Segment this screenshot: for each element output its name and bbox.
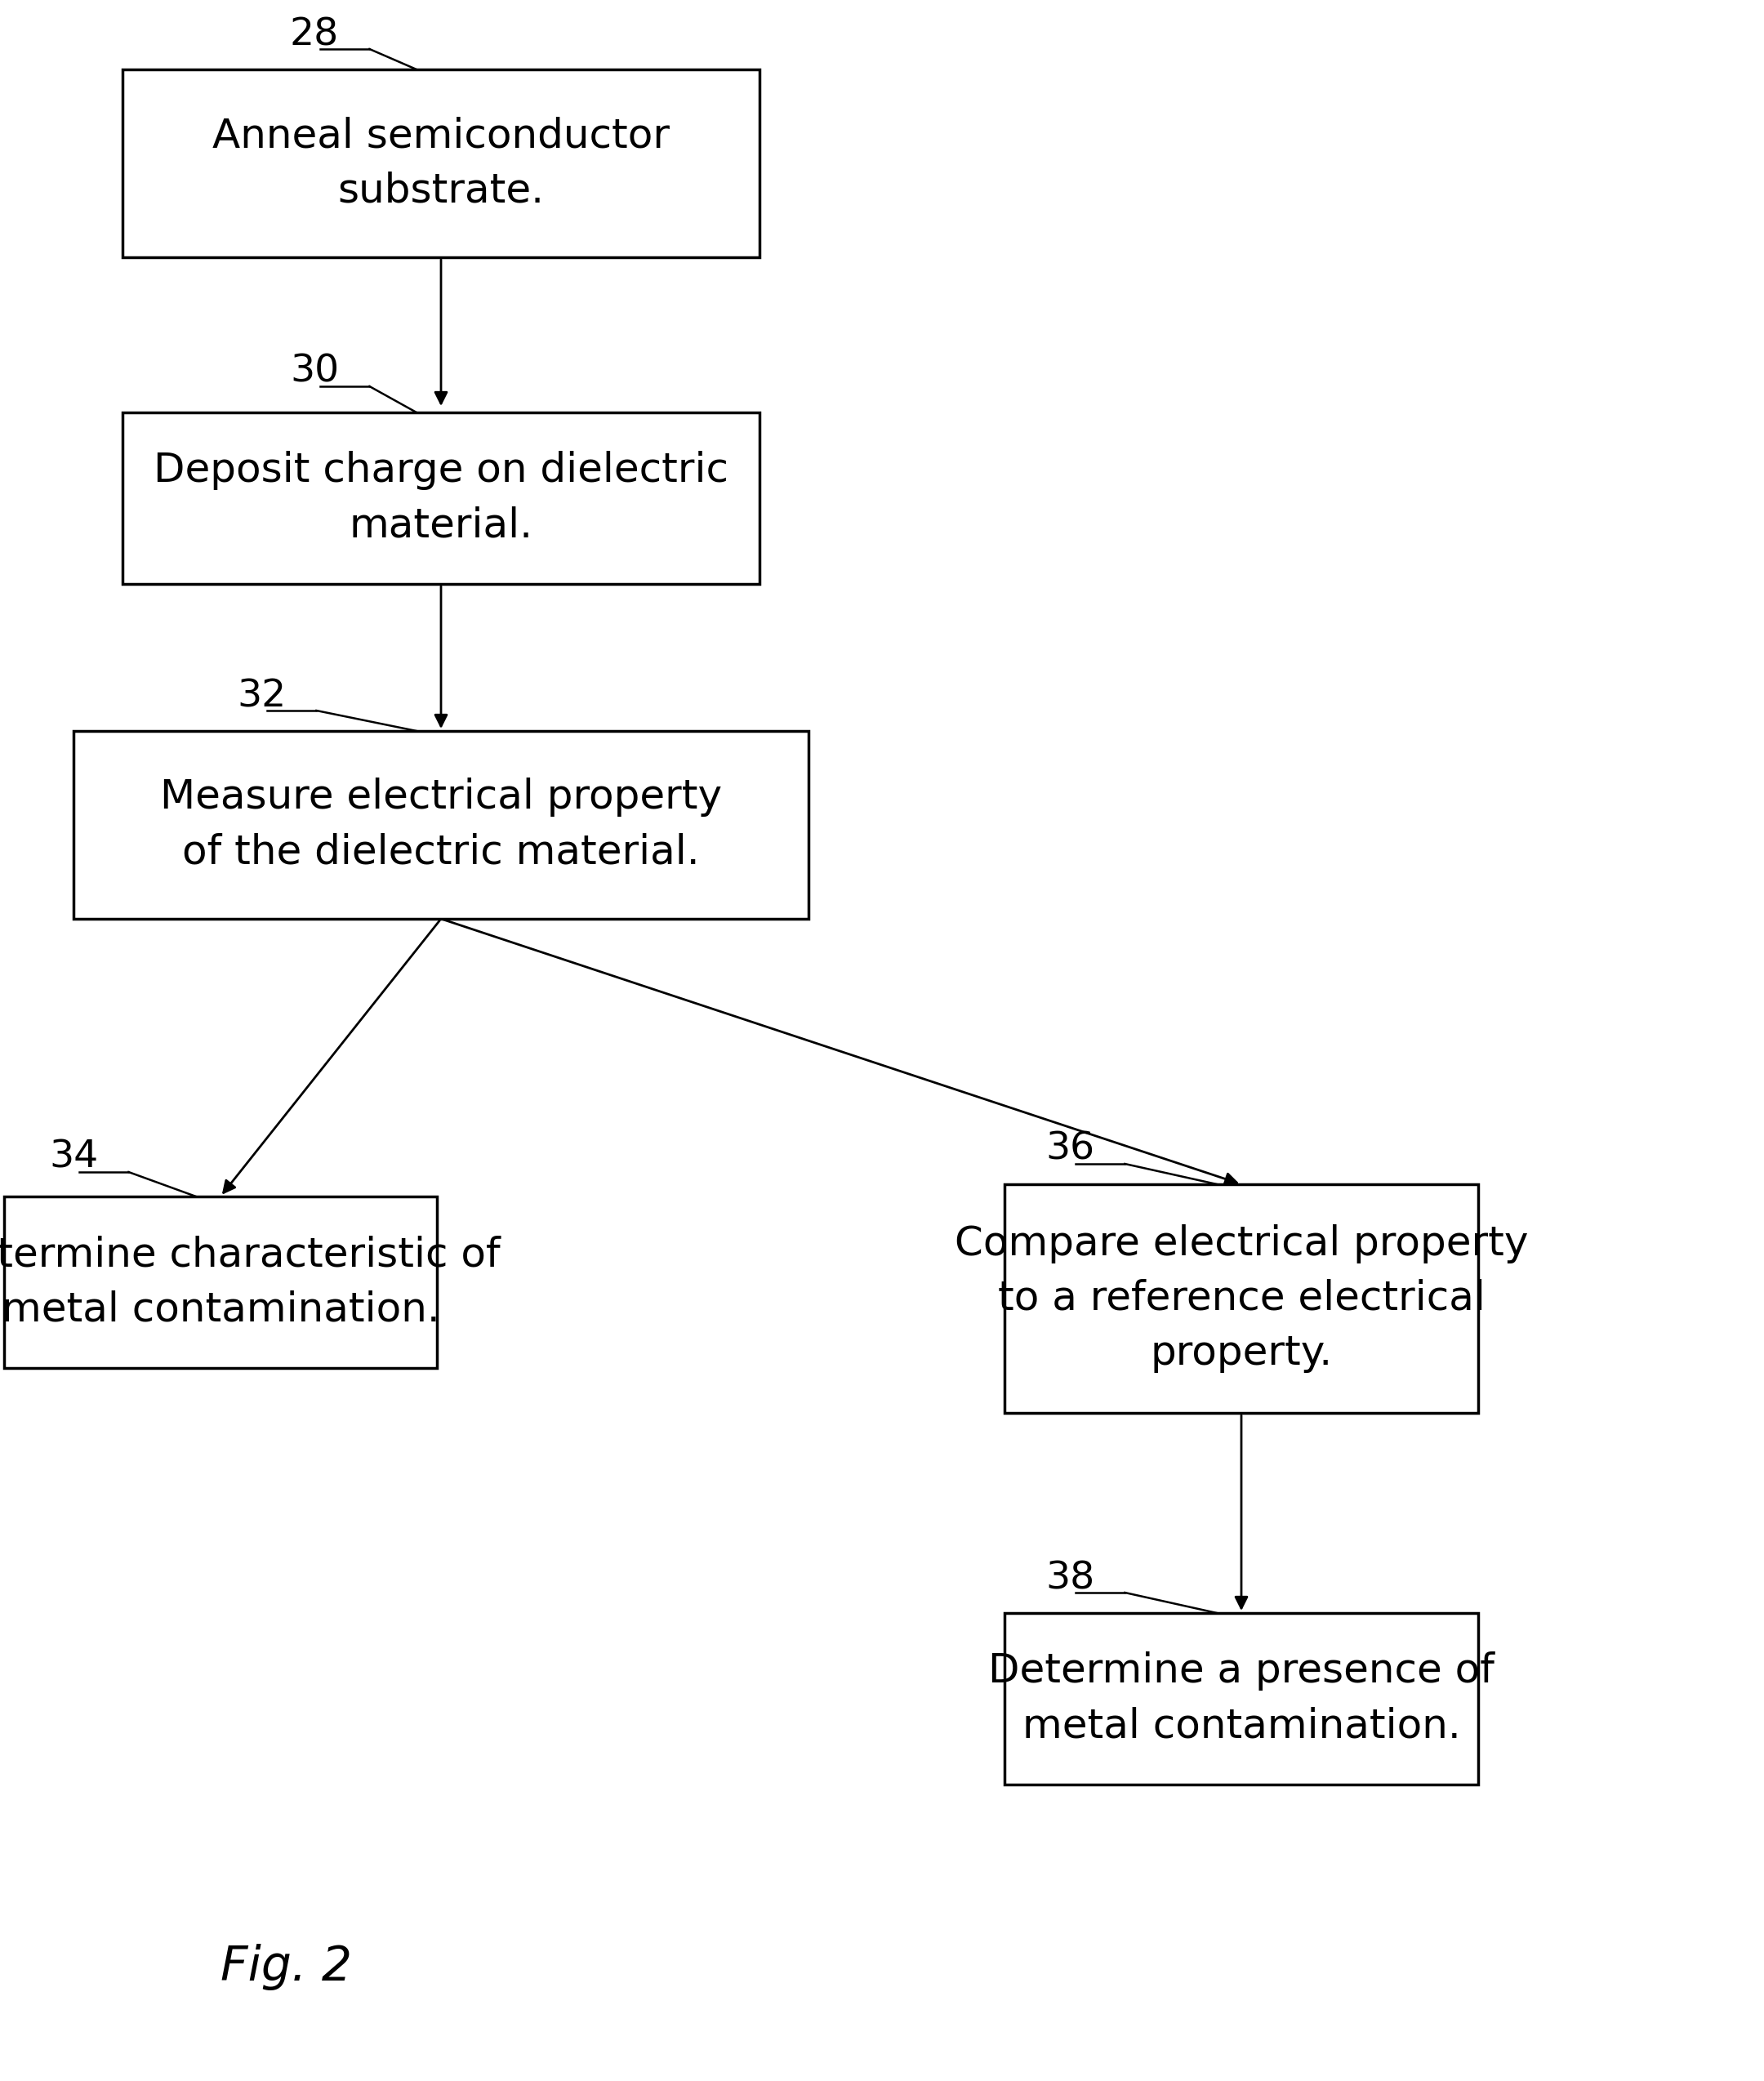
Text: Measure electrical property
of the dielectric material.: Measure electrical property of the diele… <box>161 778 721 872</box>
Text: Deposit charge on dielectric
material.: Deposit charge on dielectric material. <box>153 452 729 545</box>
Bar <box>122 69 760 258</box>
Text: 34: 34 <box>49 1138 99 1176</box>
Text: 28: 28 <box>289 17 339 54</box>
Text: Determine characteristic of
metal contamination.: Determine characteristic of metal contam… <box>0 1236 501 1330</box>
Text: Compare electrical property
to a reference electrical
property.: Compare electrical property to a referen… <box>954 1224 1528 1373</box>
Text: 32: 32 <box>236 678 286 714</box>
Bar <box>122 412 760 585</box>
Text: 38: 38 <box>1046 1561 1094 1596</box>
Bar <box>74 730 808 920</box>
Bar <box>1004 1184 1478 1413</box>
Bar <box>1004 1613 1478 1785</box>
Text: 36: 36 <box>1046 1132 1094 1167</box>
Text: Anneal semiconductor
substrate.: Anneal semiconductor substrate. <box>212 117 670 210</box>
Text: Fig. 2: Fig. 2 <box>220 1944 353 1989</box>
Bar <box>4 1197 437 1367</box>
Text: 30: 30 <box>289 354 339 391</box>
Text: Determine a presence of
metal contamination.: Determine a presence of metal contaminat… <box>988 1652 1494 1746</box>
